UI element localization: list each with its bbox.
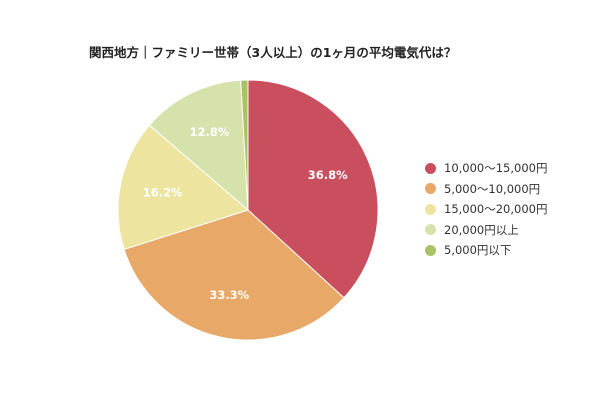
slice-data-label-3: 16.2%	[143, 186, 183, 200]
slice-data-label-1: 36.8%	[308, 168, 348, 182]
legend-label: 5,000円以下	[444, 243, 512, 258]
slice-data-label-2: 33.3%	[209, 288, 249, 302]
legend-item-1: 10,000～15,000円	[425, 158, 547, 179]
legend-label: 10,000～15,000円	[444, 161, 548, 176]
pie-slice-2	[123, 209, 345, 341]
legend-label: 15,000～20,000円	[444, 202, 548, 217]
legend-label: 20,000円以上	[444, 222, 519, 237]
legend-swatch	[425, 224, 436, 236]
pie-slice-1	[247, 79, 379, 299]
legend-item-5: 5,000円以下	[425, 240, 547, 261]
legend-swatch	[425, 244, 436, 256]
pie-slices	[117, 79, 379, 341]
legend-item-3: 15,000～20,000円	[425, 199, 547, 220]
legend-label: 5,000～10,000円	[444, 181, 541, 196]
slice-labels: 36.8% 33.3% 16.2% 12.8%	[143, 125, 348, 302]
pie-slice-5	[240, 79, 249, 211]
pie-slice-4	[148, 79, 249, 212]
chart-title: 関西地方｜ファミリー世帯（3人以上）の1ヶ月の平均電気代は？	[89, 45, 457, 60]
legend-item-2: 5,000～10,000円	[425, 179, 547, 200]
slice-data-label-4: 12.8%	[189, 125, 229, 139]
legend-swatch	[425, 162, 436, 174]
pie-slice-3	[117, 124, 250, 251]
legend-swatch	[425, 203, 436, 215]
legend-item-4: 20,000円以上	[425, 220, 547, 241]
legend-swatch	[425, 183, 436, 195]
chart-legend: 10,000～15,000円 5,000～10,000円 15,000～20,000…	[425, 158, 547, 261]
